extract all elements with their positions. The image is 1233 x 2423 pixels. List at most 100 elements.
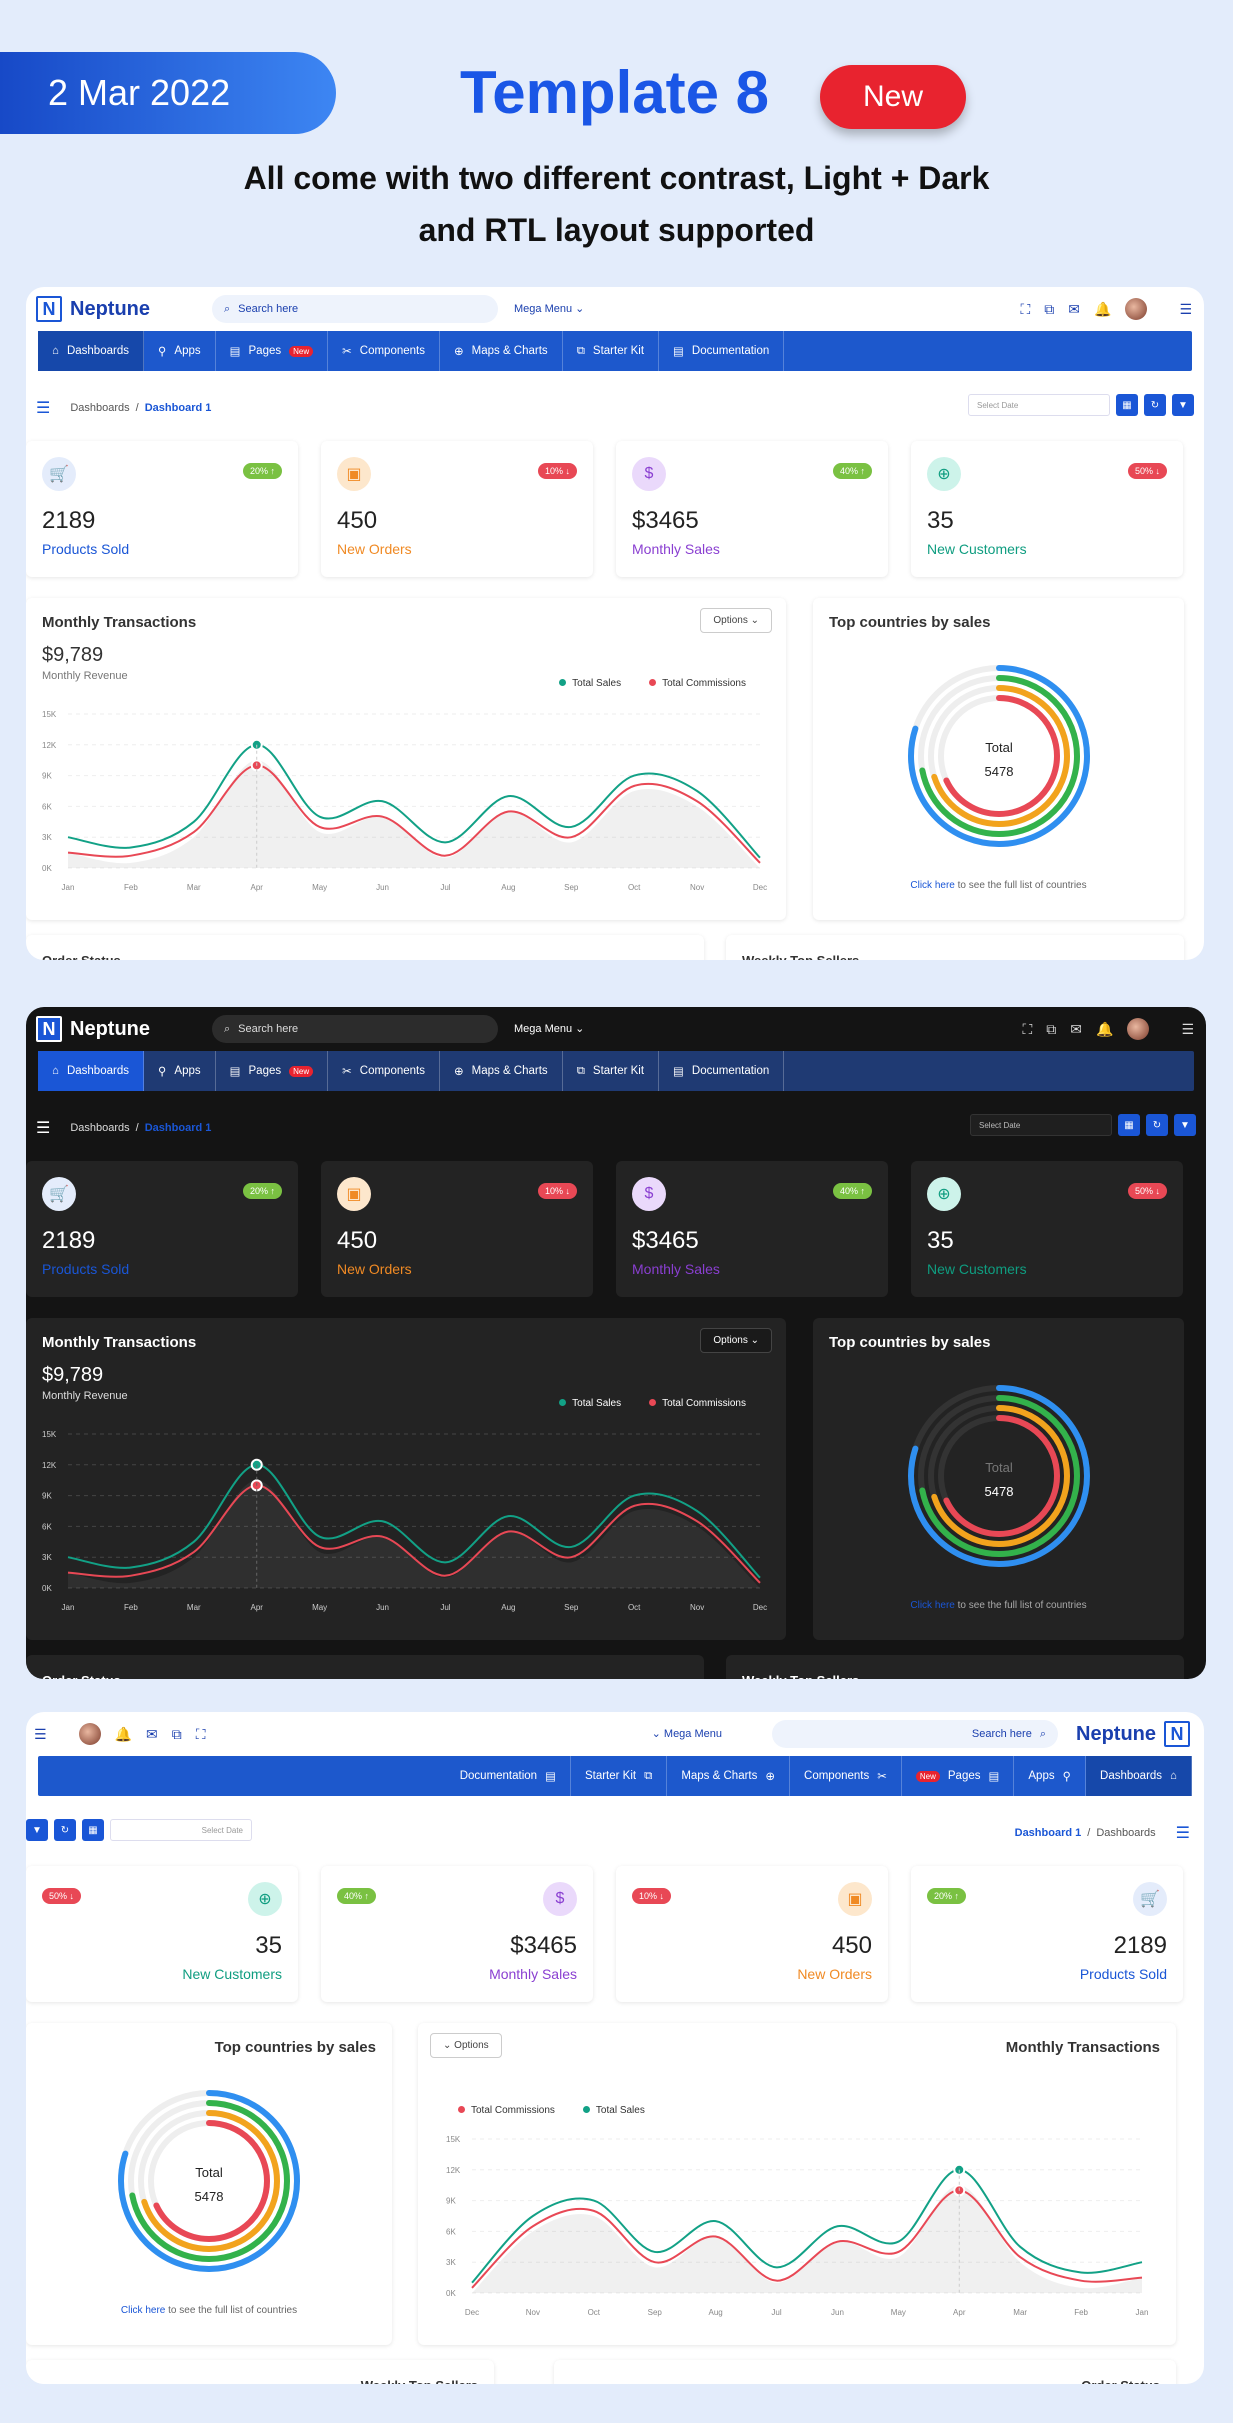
nav-item-apps[interactable]: ⚲ Apps bbox=[144, 1051, 216, 1091]
calendar-icon[interactable]: ▦ bbox=[1118, 1114, 1140, 1136]
translate-icon[interactable]: ⧉ bbox=[171, 1725, 182, 1742]
nav-item-documentation[interactable]: ▤ Documentation bbox=[659, 1051, 785, 1091]
breadcrumb-root[interactable]: Dashboards bbox=[70, 1122, 130, 1134]
options-dropdown[interactable]: Options ⌄ bbox=[700, 608, 772, 633]
fullscreen-icon[interactable]: ⛶ bbox=[1020, 300, 1031, 317]
stat-card[interactable]: 🛒 20% ↑ 2189 Products Sold bbox=[911, 1866, 1183, 2002]
country-ring[interactable] bbox=[937, 695, 1060, 817]
total-commissions-line[interactable] bbox=[471, 2189, 1143, 2289]
search-input[interactable]: ⌕ Search here bbox=[212, 1015, 498, 1043]
stat-card[interactable]: 🛒 20% ↑ 2189 Products Sold bbox=[26, 1161, 298, 1297]
stat-card[interactable]: $40% ↑ $3465 Monthly Sales bbox=[321, 1866, 593, 2002]
nav-item-pages[interactable]: ▤ Pages New bbox=[902, 1756, 1015, 1796]
calendar-icon[interactable]: ▦ bbox=[82, 1819, 104, 1841]
nav-item-maps-charts[interactable]: ⊕ Maps & Charts bbox=[667, 1756, 791, 1796]
nav-item-starter-kit[interactable]: ⧉ Starter Kit bbox=[563, 331, 660, 371]
options-dropdown[interactable]: ⌄ Options bbox=[430, 2033, 502, 2058]
refresh-icon[interactable]: ↻ bbox=[54, 1819, 76, 1841]
settings-sliders-icon[interactable]: ☰ bbox=[34, 1725, 47, 1742]
logo-icon[interactable]: N bbox=[36, 1016, 62, 1042]
country-ring[interactable] bbox=[907, 665, 1090, 847]
countries-link[interactable]: Click here bbox=[120, 2305, 166, 2316]
menu-toggle-icon[interactable]: ☰ bbox=[1175, 1825, 1190, 1842]
nav-item-components[interactable]: ✂ Components bbox=[328, 331, 440, 371]
stat-card[interactable]: $40% ↑ $3465 Monthly Sales bbox=[616, 1161, 888, 1297]
nav-item-maps-charts[interactable]: ⊕ Maps & Charts bbox=[440, 331, 563, 371]
nav-item-starter-kit[interactable]: ⧉ Starter Kit bbox=[571, 1756, 668, 1796]
logo-icon[interactable]: N bbox=[36, 296, 62, 322]
stat-card[interactable]: ⊕ 50% ↓ 35 New Customers bbox=[911, 441, 1183, 577]
mail-icon[interactable]: ✉ bbox=[146, 1725, 158, 1742]
legend-item[interactable]: Total Commissions bbox=[649, 678, 746, 689]
bell-icon[interactable]: 🔔 bbox=[1094, 300, 1112, 317]
nav-item-apps[interactable]: ⚲ Apps bbox=[1014, 1756, 1087, 1796]
stat-card[interactable]: ⊕ 50% ↓ 35 New Customers bbox=[911, 1161, 1183, 1297]
calendar-icon[interactable]: ▦ bbox=[1116, 394, 1138, 416]
nav-item-pages[interactable]: ▤ Pages New bbox=[216, 1051, 329, 1091]
refresh-icon[interactable]: ↻ bbox=[1146, 1114, 1168, 1136]
translate-icon[interactable]: ⧉ bbox=[1044, 300, 1055, 317]
countries-link[interactable]: Click here bbox=[910, 1600, 955, 1611]
filter-icon[interactable]: ▼ bbox=[1174, 1114, 1196, 1136]
mega-menu[interactable]: Mega Menu ⌄ bbox=[514, 302, 584, 315]
app-name[interactable]: Neptune bbox=[70, 297, 150, 320]
breadcrumb-root[interactable]: Dashboards bbox=[1096, 1827, 1156, 1839]
country-ring[interactable] bbox=[917, 1395, 1080, 1557]
app-name[interactable]: Neptune bbox=[1076, 1722, 1156, 1745]
legend-item[interactable]: Total Sales bbox=[582, 2105, 645, 2116]
date-picker-input[interactable]: Select Date bbox=[970, 1114, 1112, 1136]
fullscreen-icon[interactable]: ⛶ bbox=[1022, 1020, 1033, 1037]
stat-card[interactable]: ⊕ 50% ↓ 35 New Customers bbox=[26, 1866, 298, 2002]
total-commissions-line[interactable] bbox=[67, 1484, 761, 1584]
mega-menu[interactable]: ⌄ Mega Menu bbox=[652, 1727, 722, 1740]
settings-sliders-icon[interactable]: ☰ bbox=[1179, 300, 1192, 317]
nav-item-dashboards[interactable]: ⌂ Dashboards bbox=[1086, 1756, 1192, 1796]
stat-card[interactable]: ▣ 10% ↓ 450 New Orders bbox=[321, 1161, 593, 1297]
country-ring[interactable] bbox=[917, 675, 1080, 837]
nav-item-components[interactable]: ✂ Components bbox=[328, 1051, 440, 1091]
nav-item-dashboards[interactable]: ⌂ Dashboards bbox=[38, 331, 144, 371]
nav-item-components[interactable]: ✂ Components bbox=[790, 1756, 902, 1796]
logo-icon[interactable]: N bbox=[1164, 1721, 1190, 1747]
search-input[interactable]: ⌕ Search here bbox=[212, 295, 498, 323]
nav-item-apps[interactable]: ⚲ Apps bbox=[144, 331, 216, 371]
countries-link[interactable]: Click here bbox=[910, 880, 955, 891]
stat-card[interactable]: ▣ 10% ↓ 450 New Orders bbox=[321, 441, 593, 577]
total-sales-line[interactable] bbox=[67, 743, 761, 859]
legend-item[interactable]: Total Commissions bbox=[649, 1398, 746, 1409]
avatar[interactable] bbox=[1125, 298, 1148, 320]
country-ring[interactable] bbox=[128, 2100, 290, 2262]
app-name[interactable]: Neptune bbox=[70, 1017, 150, 1040]
highlight-point[interactable] bbox=[250, 738, 263, 751]
bell-icon[interactable]: 🔔 bbox=[114, 1725, 132, 1742]
country-ring[interactable] bbox=[118, 2090, 300, 2272]
mega-menu[interactable]: Mega Menu ⌄ bbox=[514, 1022, 584, 1035]
country-ring[interactable] bbox=[138, 2110, 280, 2252]
nav-item-maps-charts[interactable]: ⊕ Maps & Charts bbox=[440, 1051, 563, 1091]
date-picker-input[interactable]: Select Date bbox=[110, 1819, 252, 1841]
mail-icon[interactable]: ✉ bbox=[1068, 300, 1080, 317]
menu-toggle-icon[interactable]: ☰ bbox=[36, 400, 51, 417]
stat-card[interactable]: ▣ 10% ↓ 450 New Orders bbox=[616, 1866, 888, 2002]
nav-item-dashboards[interactable]: ⌂ Dashboards bbox=[38, 1051, 144, 1091]
nav-item-documentation[interactable]: ▤ Documentation bbox=[659, 331, 785, 371]
bell-icon[interactable]: 🔔 bbox=[1096, 1020, 1114, 1037]
filter-icon[interactable]: ▼ bbox=[26, 1819, 48, 1841]
stat-card[interactable]: 🛒 20% ↑ 2189 Products Sold bbox=[26, 441, 298, 577]
total-sales-line[interactable] bbox=[471, 2168, 1143, 2284]
total-commissions-line[interactable] bbox=[67, 764, 761, 864]
translate-icon[interactable]: ⧉ bbox=[1046, 1020, 1057, 1037]
stat-card[interactable]: $40% ↑ $3465 Monthly Sales bbox=[616, 441, 888, 577]
nav-item-pages[interactable]: ▤ Pages New bbox=[216, 331, 329, 371]
legend-item[interactable]: Total Sales bbox=[559, 1398, 621, 1409]
country-ring[interactable] bbox=[148, 2120, 270, 2242]
country-ring[interactable] bbox=[937, 1415, 1060, 1537]
fullscreen-icon[interactable]: ⛶ bbox=[195, 1725, 206, 1742]
legend-item[interactable]: Total Sales bbox=[559, 678, 621, 689]
country-ring[interactable] bbox=[927, 1405, 1070, 1547]
country-ring[interactable] bbox=[927, 685, 1070, 827]
legend-item[interactable]: Total Commissions bbox=[458, 2105, 555, 2116]
settings-sliders-icon[interactable]: ☰ bbox=[1181, 1020, 1194, 1037]
avatar[interactable] bbox=[1127, 1018, 1150, 1040]
total-sales-line[interactable] bbox=[67, 1463, 761, 1579]
